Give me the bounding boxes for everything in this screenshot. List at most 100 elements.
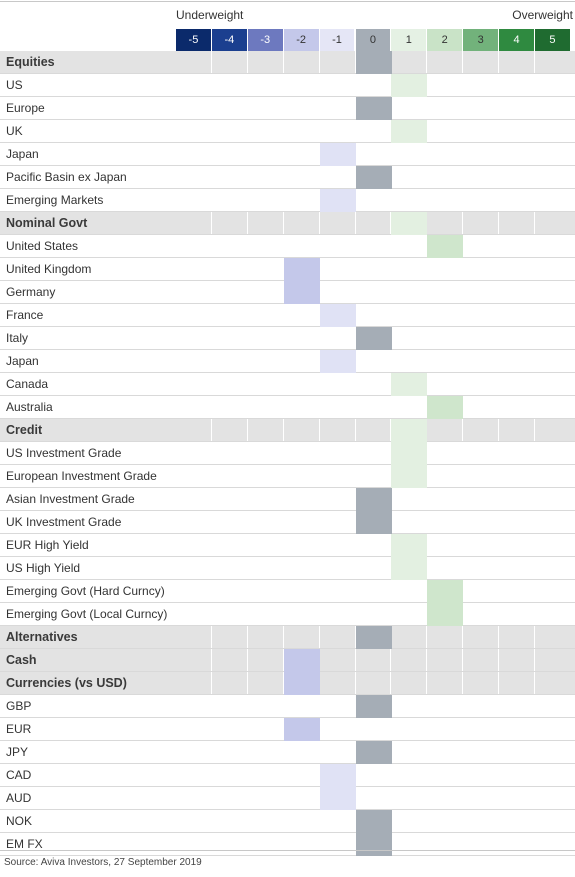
score-marker [319, 189, 356, 212]
grid-line [318, 51, 320, 73]
category-row: Credit [0, 419, 575, 442]
row-label: Cash [6, 653, 37, 667]
category-row: Cash [0, 649, 575, 672]
grid-line [246, 212, 248, 234]
asset-row: CAD [0, 764, 575, 787]
score-scale: -5 -4 -3 -2 -1 0 1 2 3 4 5 [0, 29, 575, 51]
score-marker [283, 718, 320, 741]
score-marker [319, 143, 356, 166]
asset-row: EUR High Yield [0, 534, 575, 557]
score-marker [355, 488, 392, 511]
grid-line [534, 212, 535, 234]
scale-cell: 1 [391, 29, 427, 51]
asset-row: UK Investment Grade [0, 511, 575, 534]
scale-cell: 3 [463, 29, 499, 51]
allocation-table: Equities US Europe UK Japan Pacific Basin ex … [0, 51, 575, 856]
score-marker [283, 258, 320, 281]
asset-row: EUR [0, 718, 575, 741]
grid-line [426, 649, 428, 671]
score-marker [355, 327, 392, 350]
scale-cell: 5 [535, 29, 570, 51]
asset-row: Pacific Basin ex Japan [0, 166, 575, 189]
score-marker [391, 373, 428, 396]
score-marker [283, 281, 320, 304]
underweight-label: Underweight [176, 8, 244, 22]
source-note: Source: Aviva Investors, 27 September 20… [4, 857, 202, 868]
category-row: Equities [0, 51, 575, 74]
asset-row: US High Yield [0, 557, 575, 580]
row-label: CAD [6, 768, 32, 782]
asset-row: Europe [0, 97, 575, 120]
grid-line [498, 212, 500, 234]
row-label: Japan [6, 354, 39, 368]
asset-row: France [0, 304, 575, 327]
score-marker [355, 741, 392, 764]
grid-line [498, 51, 500, 73]
score-marker [355, 51, 392, 74]
asset-row: Asian Investment Grade [0, 488, 575, 511]
grid-line [426, 51, 428, 73]
grid-line [246, 626, 248, 648]
overweight-label: Overweight [512, 8, 573, 22]
grid-line [534, 51, 535, 73]
grid-line [498, 626, 500, 648]
asset-row: Emerging Govt (Local Curncy) [0, 603, 575, 626]
score-marker [427, 580, 464, 603]
asset-row: NOK [0, 810, 575, 833]
scale-cell: 2 [427, 29, 463, 51]
score-marker [391, 212, 428, 235]
row-label: AUD [6, 791, 32, 805]
grid-line [318, 419, 320, 441]
grid-line [534, 672, 535, 694]
score-marker [355, 695, 392, 718]
grid-line [318, 626, 320, 648]
asset-row: Japan [0, 350, 575, 373]
grid-line [354, 212, 356, 234]
row-label: UK [6, 124, 23, 138]
row-label: Alternatives [6, 630, 78, 644]
grid-line [534, 626, 535, 648]
grid-line [462, 672, 464, 694]
row-label: Asian Investment Grade [6, 492, 135, 506]
grid-line [390, 212, 392, 234]
grid-line [462, 649, 464, 671]
asset-row: Australia [0, 396, 575, 419]
row-label: JPY [6, 745, 29, 759]
asset-row: Emerging Govt (Hard Curncy) [0, 580, 575, 603]
grid-line [426, 672, 428, 694]
row-label: NOK [6, 814, 33, 828]
row-label: Currencies (vs USD) [6, 676, 127, 690]
asset-row: US [0, 74, 575, 97]
score-marker [355, 97, 392, 120]
row-label: European Investment Grade [6, 469, 157, 483]
row-label: Australia [6, 400, 53, 414]
grid-line [534, 649, 535, 671]
grid-line [390, 672, 392, 694]
grid-line [498, 419, 500, 441]
asset-row: GBP [0, 695, 575, 718]
row-label: EM FX [6, 837, 43, 851]
grid-line [462, 51, 464, 73]
grid-line [282, 212, 284, 234]
scale-cell: -5 [176, 29, 211, 51]
row-label: United States [6, 239, 79, 253]
score-marker [319, 764, 356, 787]
score-marker [391, 419, 428, 442]
grid-line [246, 419, 248, 441]
grid-line [210, 419, 212, 441]
score-marker [391, 465, 428, 488]
scale-cell: -2 [283, 29, 319, 51]
grid-line [282, 419, 284, 441]
asset-row: US Investment Grade [0, 442, 575, 465]
grid-line [462, 419, 464, 441]
row-label: GBP [6, 699, 32, 713]
score-marker [391, 74, 428, 97]
category-row: Nominal Govt [0, 212, 575, 235]
asset-row: AUD [0, 787, 575, 810]
row-label: EUR [6, 722, 32, 736]
score-marker [319, 787, 356, 810]
row-label: Europe [6, 101, 45, 115]
grid-line [282, 672, 284, 694]
grid-line [354, 419, 356, 441]
grid-line [354, 626, 356, 648]
